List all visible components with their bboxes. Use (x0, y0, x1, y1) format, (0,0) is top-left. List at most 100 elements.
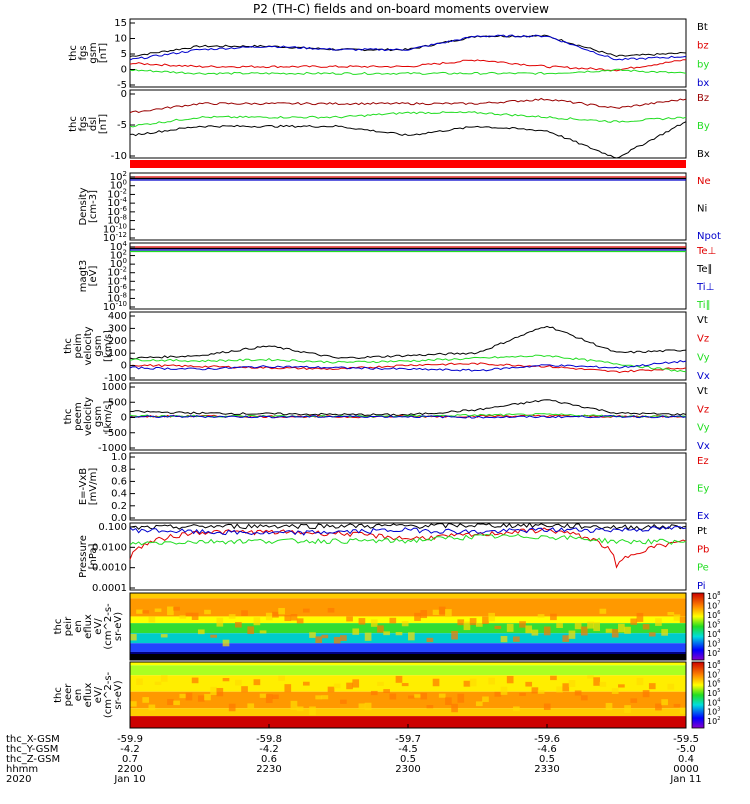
tick-label: 10-10 (103, 300, 127, 313)
spectrogram-cell (370, 619, 378, 627)
tick-label: 107 (707, 601, 720, 611)
x-row-value: -4.2 (259, 744, 279, 755)
x-row-value: 0.5 (539, 754, 555, 765)
spectrogram-cell (167, 606, 174, 616)
spectrogram-cell (667, 611, 675, 616)
y-label-line: dsl (88, 117, 99, 131)
tick-label: 100 (108, 348, 127, 359)
spectrogram-cell (531, 629, 539, 636)
y-label-line: [mV/m] (88, 468, 99, 506)
spectrogram-cell (611, 688, 619, 694)
series-Vy (129, 413, 687, 418)
spectrogram-cell (648, 683, 656, 690)
spectrogram-cell (278, 607, 285, 615)
spectrogram-cell (426, 637, 434, 643)
spectrogram-cell (197, 629, 205, 635)
spectrogram-cell (605, 628, 613, 633)
spectrogram-cell (352, 628, 360, 635)
tick-label: 0 (121, 413, 127, 424)
y-label-line: peim (73, 333, 84, 358)
y-label-line: Pressure (78, 535, 89, 578)
tick-label: 400 (108, 311, 127, 322)
spectrogram-cell (562, 635, 570, 642)
spectrogram-cell (327, 607, 335, 613)
spectrogram-cell (377, 625, 384, 633)
tick-label: -1000 (98, 443, 127, 454)
spectrogram-cell (673, 614, 681, 621)
spectrogram-cell (284, 684, 292, 693)
panel-pressure: 0.100 0.0100 0.0010 0.0001 Pt Pb Pe Pi Pressure[… (78, 522, 709, 594)
spectrogram-cell (160, 675, 168, 682)
tick-label: 0 (121, 361, 127, 372)
spectrogram-cell (667, 683, 675, 690)
spectrogram-cell (618, 684, 625, 688)
spectrogram-cell (346, 682, 353, 690)
series-Vt (129, 399, 687, 417)
tick-label: 10-4 (107, 196, 127, 209)
spectrogram-cell (438, 693, 446, 698)
x-row-value: 2330 (534, 764, 559, 775)
tick-label: 106 (707, 610, 720, 620)
spectrogram-cell (593, 622, 601, 632)
legend-Vy: Vy (697, 352, 710, 363)
spectrogram-band (130, 623, 686, 634)
x-row-value: -4.6 (537, 744, 557, 755)
legend-Vy: Vy (697, 423, 710, 434)
spectrogram-cell (500, 686, 508, 695)
x-row-value: 0.4 (678, 754, 694, 765)
legend-Ni: Ni (697, 204, 707, 215)
x-row-value: 2300 (395, 764, 420, 775)
spectrogram-cell (673, 703, 681, 708)
spectrogram-cell (247, 626, 255, 635)
x-row-label: thc_X-GSM (6, 734, 60, 745)
y-label-line: thc (63, 409, 74, 425)
series-Vz (129, 362, 687, 374)
y-axis-label: thc fgs gsm [nT] (68, 42, 109, 63)
spectrogram-cell (302, 681, 310, 686)
spectrogram-cell (568, 680, 576, 687)
legend-Ey: Ey (697, 484, 709, 495)
spectrogram-cell (525, 625, 533, 634)
y-label-line: sr-eV) (113, 680, 124, 709)
spectrogram-cell (451, 630, 458, 640)
x-row-value: -59.7 (395, 734, 421, 745)
x-row-value: 2230 (256, 764, 281, 775)
tick-label: 102 (707, 716, 720, 726)
x-row-label: 2020 (6, 774, 31, 785)
spectrogram-cell (574, 622, 582, 630)
spectrogram-cell (420, 692, 428, 700)
spectrogram-cell (513, 636, 520, 642)
y-label-line: en (73, 689, 84, 702)
series-Pe (129, 533, 687, 546)
y-label-line: thc (53, 619, 64, 635)
spectrogram-cell (358, 618, 366, 625)
spectrogram-cell (315, 636, 323, 643)
tick-label: 100 (110, 257, 127, 270)
spectrogram-cell (618, 623, 625, 633)
tick-label: -10 (111, 151, 127, 162)
legend-Pi: Pi (697, 581, 706, 592)
tick-label: 0.2 (111, 501, 127, 512)
x-row-value: -59.6 (534, 734, 560, 745)
panel-frame (129, 522, 687, 591)
spectrogram-cell (414, 612, 421, 621)
spectrogram-cell (414, 694, 421, 698)
spectrogram-cell (636, 612, 644, 622)
legend-Te⊥: Te⊥ (696, 246, 716, 257)
spectrogram-cell (642, 690, 650, 698)
series-Pi (129, 525, 687, 536)
spectrogram-cell (210, 686, 217, 696)
spectrogram-cell (142, 610, 150, 614)
legend-Te∥: Te∥ (696, 264, 713, 275)
tick-label: 0.8 (111, 464, 127, 475)
series-Pt (129, 522, 687, 531)
y-label-line: fgs (78, 116, 89, 131)
spectrogram-cell (235, 679, 242, 686)
spectrogram-cell (191, 612, 199, 620)
x-row-label: thc_Y-GSM (6, 744, 58, 755)
spectrogram-cell (408, 695, 415, 699)
y-label-line: eV/ (93, 686, 104, 703)
y-label-line: thc (53, 687, 64, 703)
spectrogram-cell (593, 677, 601, 686)
